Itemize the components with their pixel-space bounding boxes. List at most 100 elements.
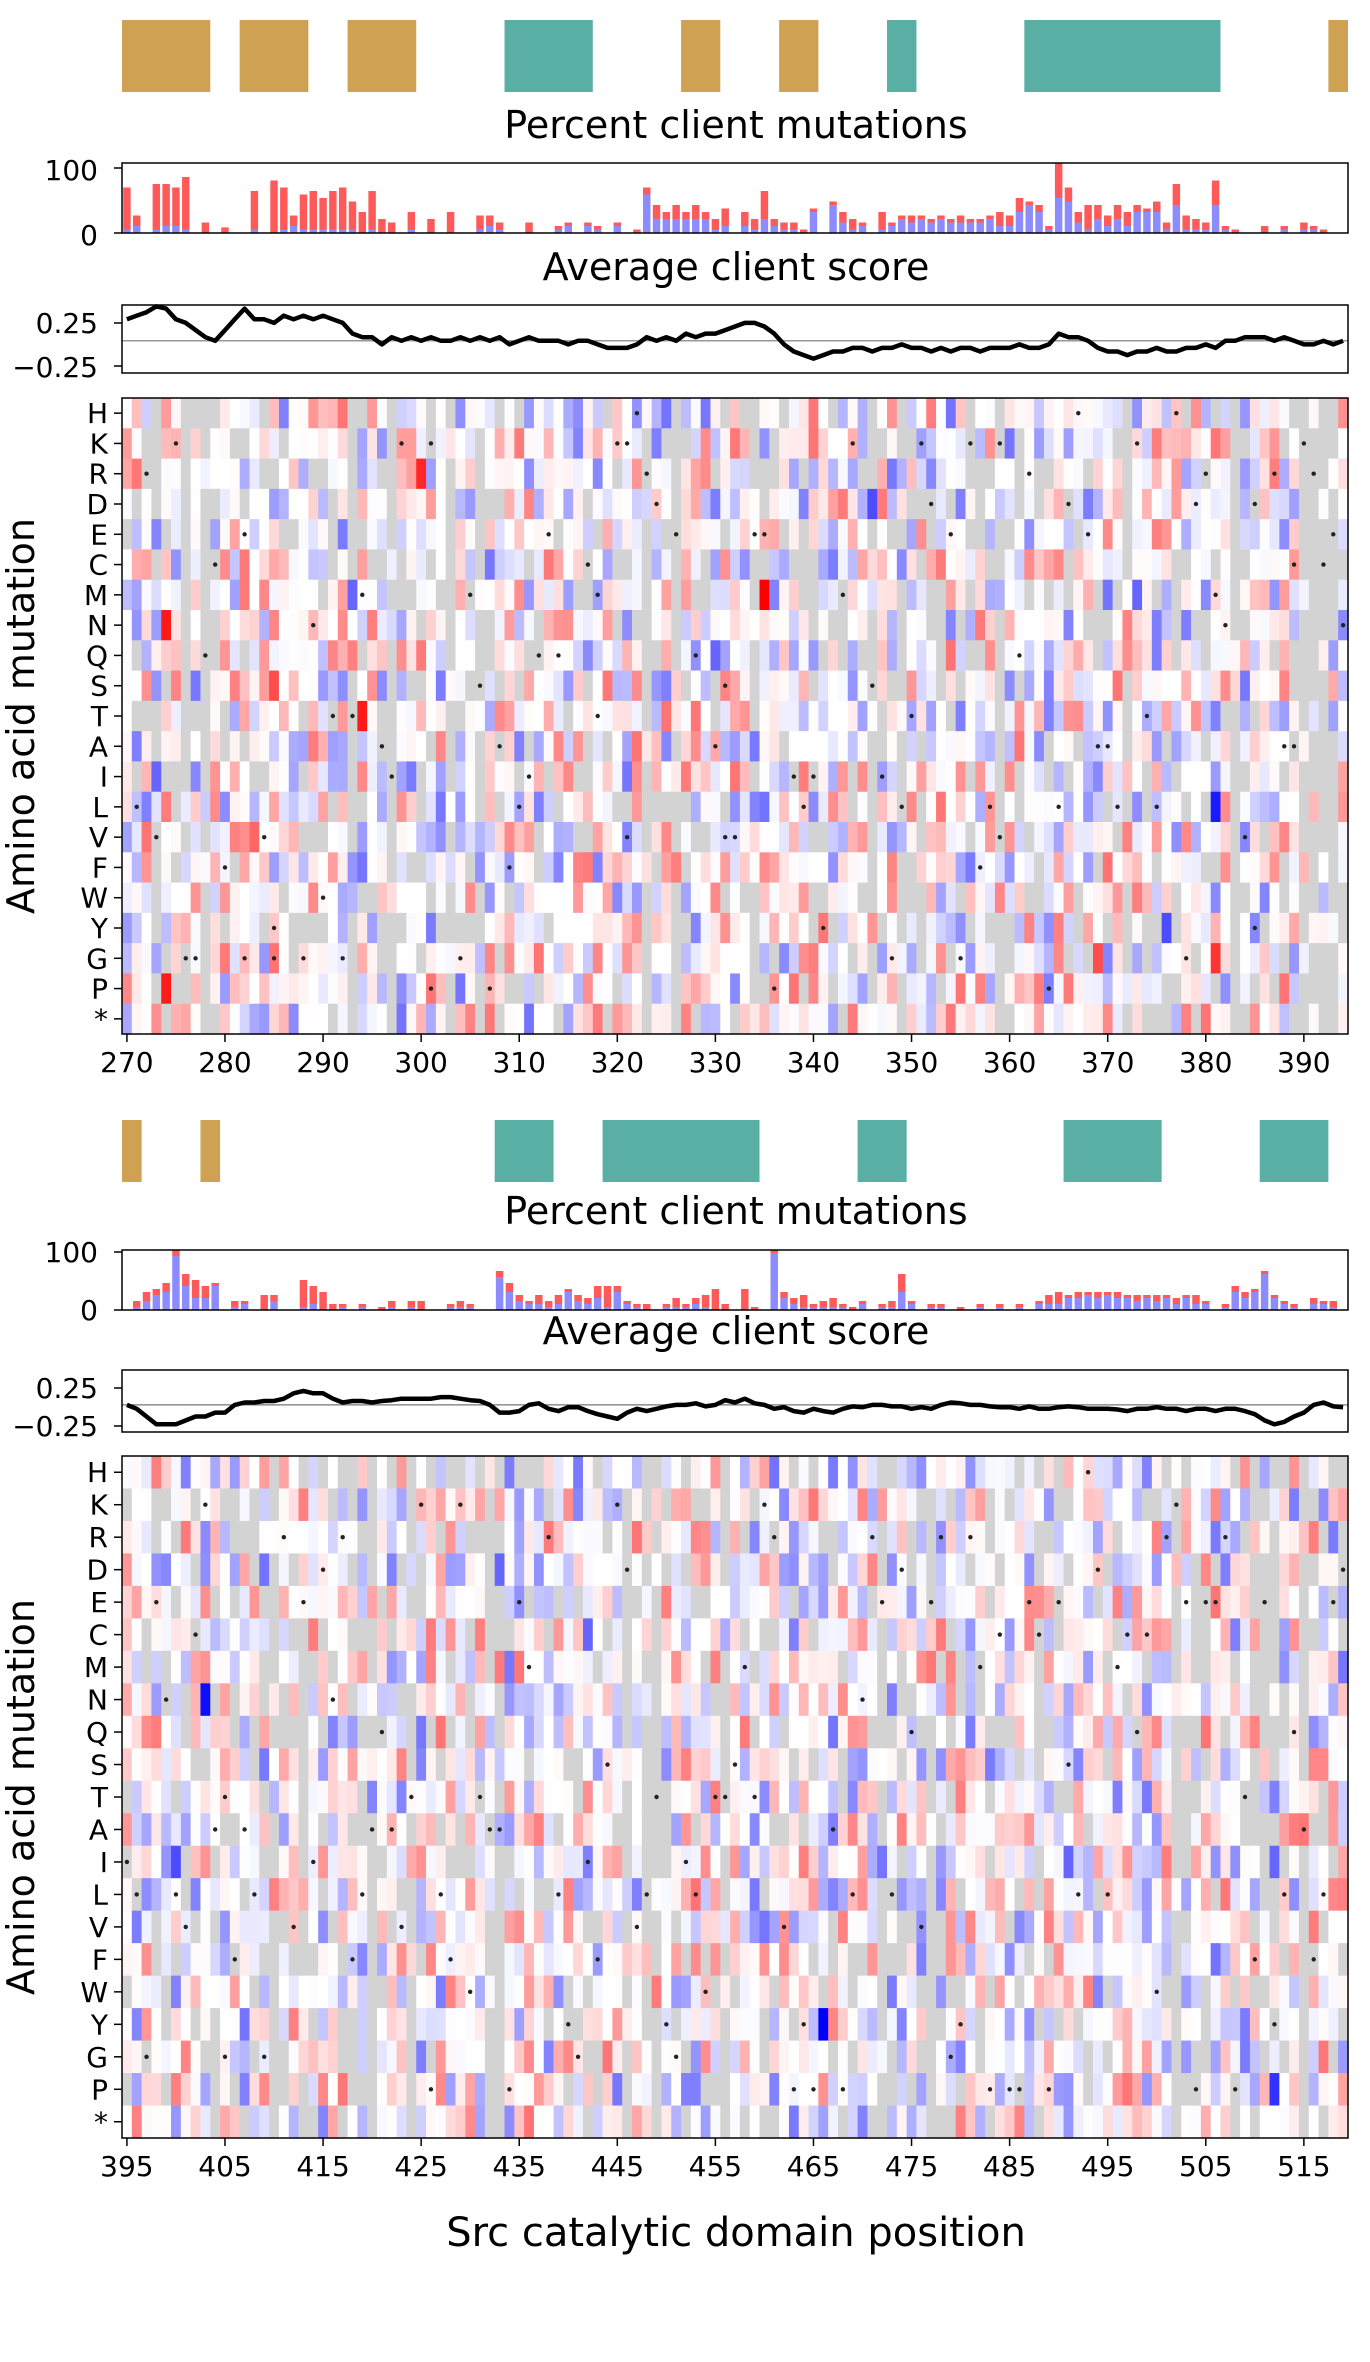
heat-cell xyxy=(847,1683,859,1717)
heat-cell xyxy=(1102,973,1114,1005)
heat-cell xyxy=(563,1813,574,1847)
heat-cell xyxy=(573,1943,584,1977)
heat-cell xyxy=(700,1456,712,1490)
heat-cell xyxy=(200,731,211,763)
heat-cell xyxy=(386,458,398,490)
row-label-I: I xyxy=(100,761,108,794)
heat-cell xyxy=(151,1683,162,1717)
heat-cell xyxy=(563,579,574,611)
heat-cell xyxy=(916,1585,927,1619)
heat-cell xyxy=(1043,1003,1055,1035)
heat-cell xyxy=(504,1715,515,1749)
heat-cell xyxy=(494,1780,506,1814)
heat-cell xyxy=(1289,700,1300,732)
heat-cell xyxy=(239,731,251,763)
heat-cell xyxy=(426,882,437,914)
bar-red-391 xyxy=(1309,226,1318,230)
heat-cell xyxy=(337,1650,349,1684)
heat-cell xyxy=(367,1845,378,1879)
heat-cell xyxy=(171,1683,182,1717)
heat-cell xyxy=(269,882,280,914)
heat-cell xyxy=(357,943,368,975)
heat-cell xyxy=(828,2105,839,2139)
heat-cell xyxy=(269,1683,280,1717)
heat-cell xyxy=(190,2040,202,2074)
heat-cell xyxy=(906,1650,918,1684)
heat-cell xyxy=(180,731,192,763)
heat-cell xyxy=(681,458,692,490)
heat-cell xyxy=(122,882,133,914)
heat-cell xyxy=(161,549,172,581)
heat-cell xyxy=(171,1748,182,1782)
heat-cell xyxy=(1092,973,1104,1005)
heat-cell xyxy=(524,428,535,460)
heat-cell xyxy=(533,731,545,763)
heat-cell xyxy=(1191,822,1202,853)
heat-cell xyxy=(357,549,368,581)
heat-cell xyxy=(1269,488,1280,520)
wildtype-dot xyxy=(271,956,277,961)
heat-cell xyxy=(779,1520,790,1555)
heat-cell xyxy=(1338,761,1349,793)
heat-cell xyxy=(327,1456,339,1490)
heat-cell xyxy=(730,1520,741,1555)
heat-cell xyxy=(1279,610,1290,641)
heat-cell xyxy=(1102,579,1114,611)
heat-cell xyxy=(1142,549,1153,581)
heat-cell xyxy=(220,398,231,429)
heat-cell xyxy=(475,488,486,520)
heat-cell xyxy=(837,1553,849,1587)
heat-cell xyxy=(151,1618,162,1652)
bar-blue-382 xyxy=(1221,229,1230,233)
heat-cell xyxy=(327,2105,339,2139)
heat-cell xyxy=(1230,640,1241,672)
secondary-structure-track-top xyxy=(122,20,1348,92)
heat-cell xyxy=(1043,458,1055,490)
heat-cell xyxy=(887,852,898,884)
bar-red-425 xyxy=(417,1301,425,1310)
heat-cell xyxy=(249,1845,260,1879)
bar-red-503 xyxy=(1182,1295,1190,1298)
wildtype-dot xyxy=(311,622,316,628)
heat-cell xyxy=(994,670,1006,702)
heat-cell xyxy=(1318,398,1329,429)
heat-cell xyxy=(278,943,290,975)
heat-cell xyxy=(239,761,251,793)
bar-blue-365 xyxy=(1054,198,1063,233)
heat-cell xyxy=(730,458,741,490)
heat-cell xyxy=(877,1943,888,1977)
heat-cell xyxy=(867,1003,878,1035)
heat-cell xyxy=(288,1780,300,1814)
heat-cell xyxy=(798,428,810,460)
heat-cell xyxy=(612,640,623,672)
heat-cell xyxy=(788,852,800,884)
heat-cell xyxy=(916,519,927,551)
heat-cell xyxy=(298,1520,309,1555)
heat-cell xyxy=(828,1715,839,1749)
heat-cell xyxy=(269,398,280,429)
heat-cell xyxy=(1200,398,1212,429)
heat-cell xyxy=(592,1003,604,1035)
x-ticks-top: 270 280 290 300 310 320 330 340 350 360 370 380 390 xyxy=(100,1034,1331,1079)
heat-cell xyxy=(622,519,633,551)
heat-cell xyxy=(465,1003,476,1035)
heat-cell xyxy=(1289,579,1300,611)
heat-cell xyxy=(141,852,153,884)
heat-cell xyxy=(612,1910,623,1944)
heat-cell xyxy=(1083,761,1094,793)
heat-cell xyxy=(239,1618,251,1652)
heat-cell xyxy=(592,882,604,914)
row-label-R: R xyxy=(89,458,108,491)
heat-cell xyxy=(730,1456,741,1490)
heat-cell xyxy=(857,1975,869,2009)
heat-cell xyxy=(1142,761,1153,793)
heat-cell xyxy=(171,398,182,429)
heat-cell xyxy=(475,519,486,551)
heat-cell xyxy=(308,852,319,884)
heat-cell xyxy=(573,2105,584,2139)
heat-cell xyxy=(484,1975,496,2009)
heat-cell xyxy=(651,822,663,853)
heat-cell xyxy=(573,761,584,793)
bar-blue-358 xyxy=(986,219,994,233)
heat-cell xyxy=(1191,731,1202,763)
